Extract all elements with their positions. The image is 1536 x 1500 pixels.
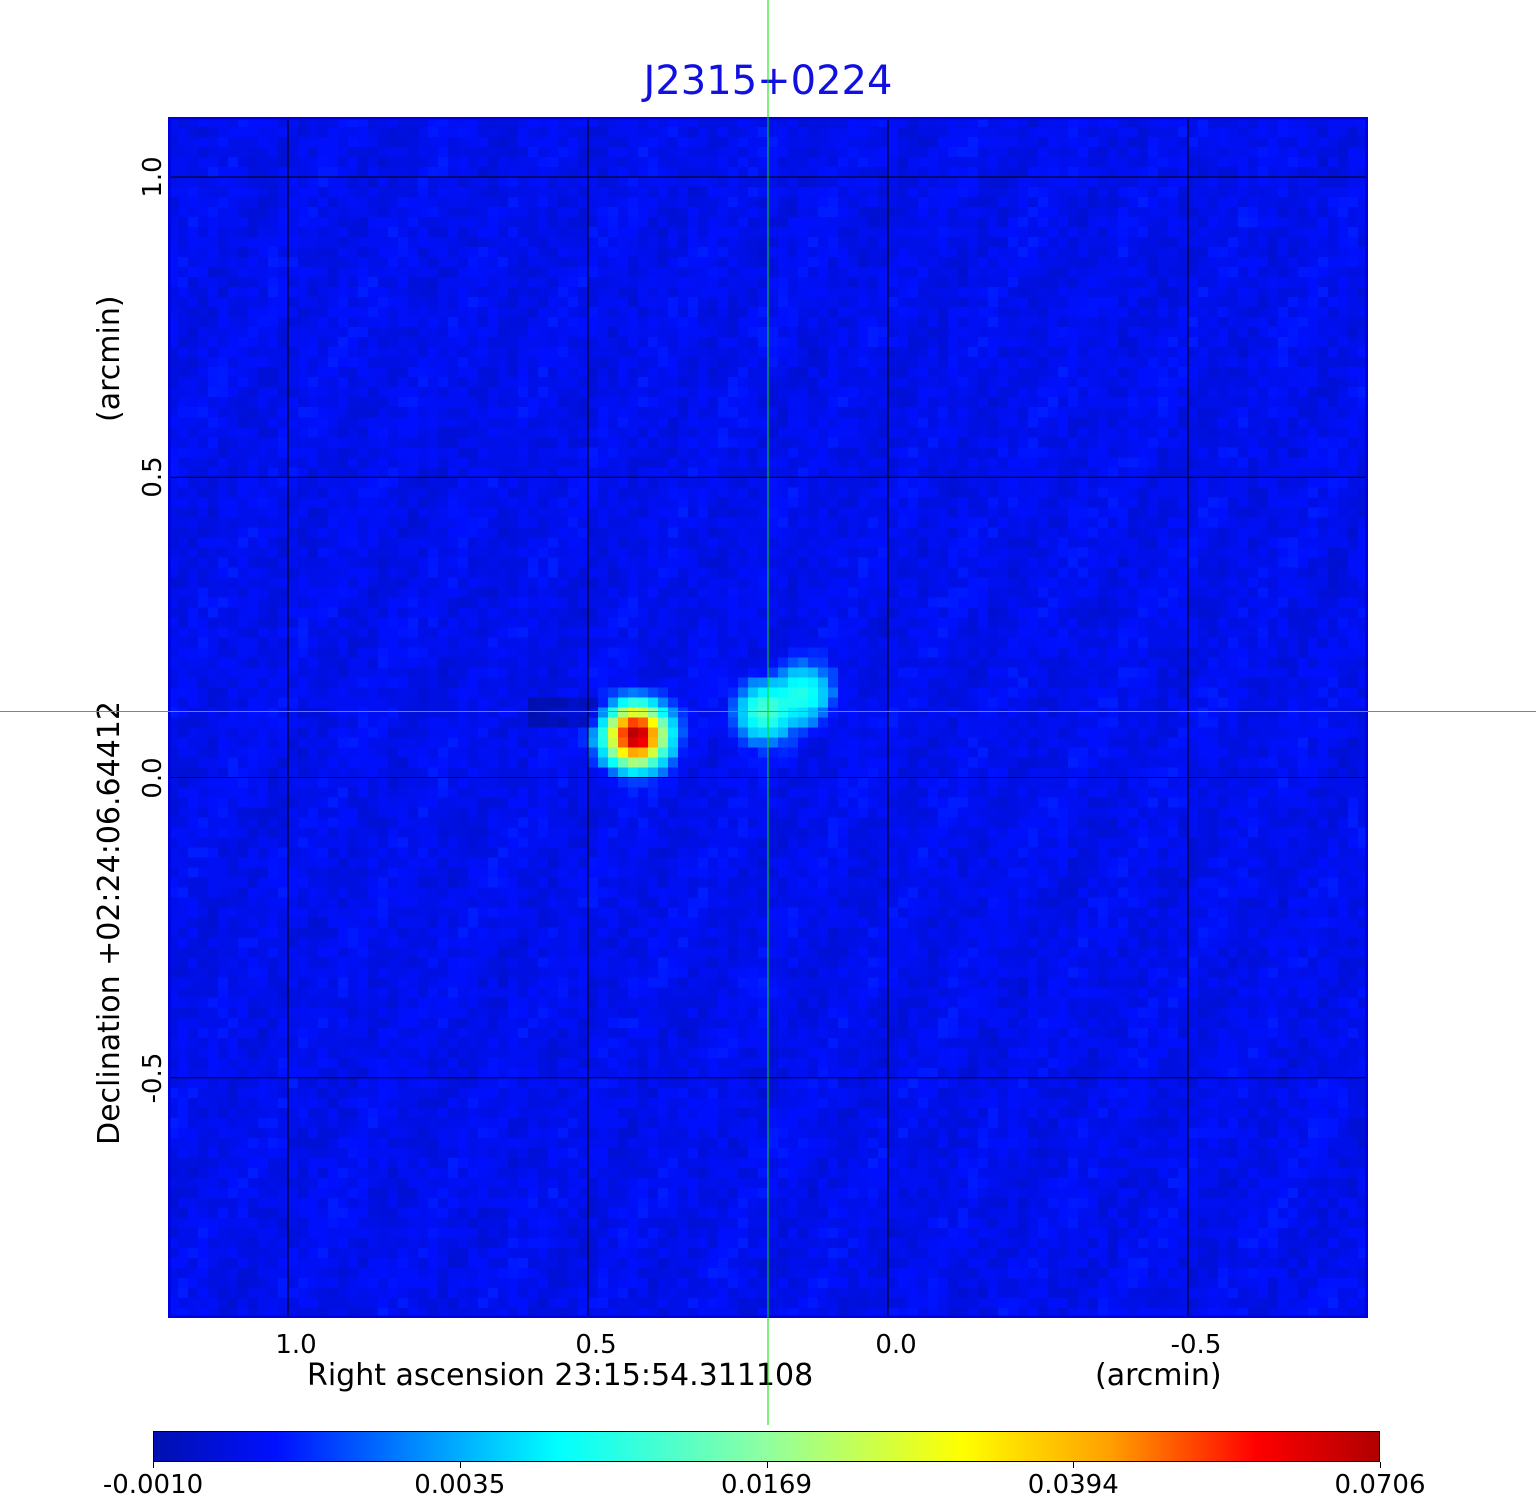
- colorbar-tick-mark: [459, 1462, 461, 1468]
- y-tick-label: 1.0: [138, 156, 168, 198]
- colorbar-tick-mark: [1380, 1462, 1381, 1468]
- x-tick-label: 0.0: [875, 1330, 917, 1360]
- y-axis-unit: (arcmin): [92, 295, 127, 422]
- chart-title: J2315+0224: [643, 58, 893, 104]
- colorbar: [153, 1431, 1380, 1462]
- x-tick-label: 0.5: [575, 1330, 617, 1360]
- y-tick-label: 0.0: [138, 756, 168, 799]
- colorbar-tick-mark: [153, 1462, 154, 1468]
- colorbar-tick-label: 0.0706: [1334, 1470, 1426, 1500]
- plot-frame: [168, 117, 1368, 1318]
- plot-area: [168, 117, 1368, 1318]
- colorbar-tick-label: 0.0035: [414, 1470, 506, 1500]
- x-axis-unit: (arcmin): [1095, 1358, 1222, 1393]
- colorbar-tick-label: 0.0394: [1027, 1470, 1119, 1500]
- y-axis-label: Declination +02:24:06.64412: [92, 701, 127, 1145]
- y-tick-label: -0.5: [138, 1052, 168, 1104]
- x-tick-label: -0.5: [1170, 1330, 1222, 1360]
- colorbar-tick-mark: [766, 1462, 768, 1468]
- y-tick-label: 0.5: [138, 456, 168, 498]
- x-tick-label: 1.0: [275, 1330, 317, 1360]
- colorbar-tick-label: -0.0010: [102, 1470, 204, 1500]
- colorbar-tick-label: 0.0169: [721, 1470, 812, 1500]
- colorbar-tick-mark: [1073, 1462, 1075, 1468]
- grid-overlay: [168, 117, 1368, 1318]
- x-axis-label: Right ascension 23:15:54.311108: [307, 1358, 814, 1393]
